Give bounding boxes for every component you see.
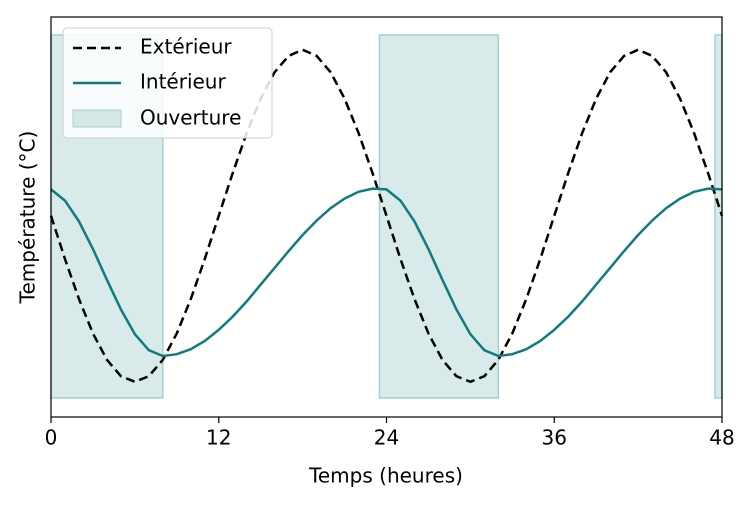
- x-tick-label: 12: [206, 426, 231, 450]
- x-tick-label: 24: [374, 426, 399, 450]
- legend-label: Intérieur: [140, 70, 226, 94]
- y-axis-label: Température (°C): [16, 131, 40, 305]
- legend-swatch: [72, 109, 122, 128]
- x-tick-label: 0: [45, 426, 58, 450]
- series-line: [49, 48, 724, 384]
- legend-label: Extérieur: [140, 35, 232, 59]
- opening-span: [378, 34, 500, 399]
- x-tick-label: 36: [542, 426, 567, 450]
- x-axis-label: Temps (heures): [308, 464, 463, 488]
- opening-span: [714, 34, 723, 399]
- series-line: [50, 187, 723, 358]
- legend-label: Ouverture: [140, 106, 241, 130]
- x-tick-label: 48: [709, 426, 734, 450]
